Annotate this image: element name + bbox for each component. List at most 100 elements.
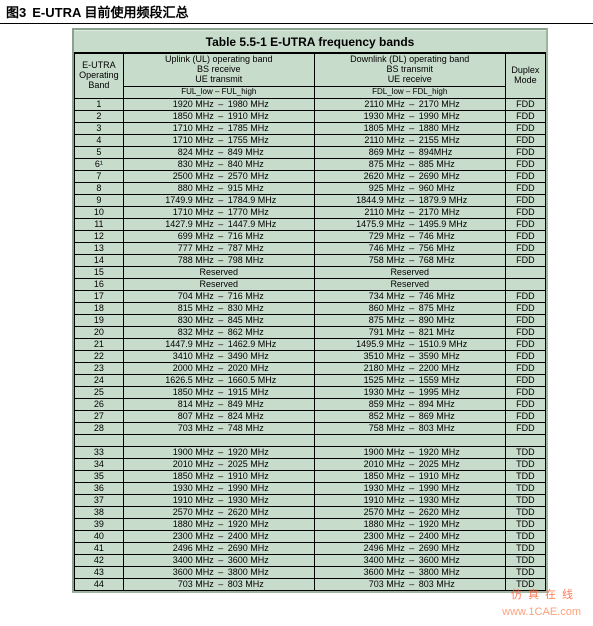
cell-mode: FDD <box>505 374 545 386</box>
table-row: 18815 MHz–830 MHz860 MHz–875 MHzFDD <box>75 302 546 314</box>
table-row: 12699 MHz–716 MHz729 MHz–746 MHzFDD <box>75 230 546 242</box>
cell-uplink: 703 MHz–748 MHz <box>123 422 314 434</box>
th-uplink: Uplink (UL) operating band BS receive UE… <box>123 54 314 87</box>
cell-downlink: 2010 MHz–2025 MHz <box>314 458 505 470</box>
table-row: 433600 MHz–3800 MHz3600 MHz–3800 MHzTDD <box>75 566 546 578</box>
cell-band: 3 <box>75 122 124 134</box>
table-row: 342010 MHz–2025 MHz2010 MHz–2025 MHzTDD <box>75 458 546 470</box>
cell-uplink: 830 MHz–845 MHz <box>123 314 314 326</box>
cell-mode: TDD <box>505 458 545 470</box>
cell-band: 10 <box>75 206 124 218</box>
cell-band: 41 <box>75 542 124 554</box>
cell-uplink: 3400 MHz–3600 MHz <box>123 554 314 566</box>
cell-band: 40 <box>75 530 124 542</box>
cell-uplink: 807 MHz–824 MHz <box>123 410 314 422</box>
cell-mode: FDD <box>505 362 545 374</box>
cell-dl-reserved: Reserved <box>314 278 505 290</box>
cell-uplink: 815 MHz–830 MHz <box>123 302 314 314</box>
cell-downlink: 1930 MHz–1990 MHz <box>314 110 505 122</box>
cell-downlink: 925 MHz–960 MHz <box>314 182 505 194</box>
cell-downlink: 1930 MHz–1995 MHz <box>314 386 505 398</box>
cell-downlink: 729 MHz–746 MHz <box>314 230 505 242</box>
cell-mode: FDD <box>505 314 545 326</box>
cell-band: 34 <box>75 458 124 470</box>
cell-uplink: 832 MHz–862 MHz <box>123 326 314 338</box>
cell-downlink: 869 MHz–894MHz <box>314 146 505 158</box>
cell-mode: TDD <box>505 506 545 518</box>
cell-mode: FDD <box>505 230 545 242</box>
cell-band: 4 <box>75 134 124 146</box>
cell-uplink: 1900 MHz–1920 MHz <box>123 446 314 458</box>
table-row: 28703 MHz–748 MHz758 MHz–803 MHzFDD <box>75 422 546 434</box>
table-row: 101710 MHz–1770 MHz2110 MHz–2170 MHzFDD <box>75 206 546 218</box>
table-row: 11920 MHz–1980 MHz2110 MHz–2170 MHzFDD <box>75 98 546 110</box>
cell-mode: FDD <box>505 350 545 362</box>
watermark-brand: 仿真在线 <box>511 586 579 602</box>
table-row: 6¹830 MHz–840 MHz875 MHz–885 MHzFDD <box>75 158 546 170</box>
cell-downlink: 1475.9 MHz–1495.9 MHz <box>314 218 505 230</box>
th-ul-sub: FUL_low – FUL_high <box>123 86 314 98</box>
table-row: 251850 MHz–1915 MHz1930 MHz–1995 MHzFDD <box>75 386 546 398</box>
cell-mode: TDD <box>505 566 545 578</box>
cell-uplink: 2010 MHz–2025 MHz <box>123 458 314 470</box>
table-row: 20832 MHz–862 MHz791 MHz–821 MHzFDD <box>75 326 546 338</box>
cell-mode: FDD <box>505 182 545 194</box>
table-row: 44703 MHz–803 MHz703 MHz–803 MHzTDD <box>75 578 546 590</box>
page-root: { "caption": { "label": "图3", "text": "E… <box>0 0 593 626</box>
cell-mode: FDD <box>505 110 545 122</box>
cell-band: 16 <box>75 278 124 290</box>
cell-band: 19 <box>75 314 124 326</box>
cell-band: 13 <box>75 242 124 254</box>
cell-downlink: 2180 MHz–2200 MHz <box>314 362 505 374</box>
table-row: 382570 MHz–2620 MHz2570 MHz–2620 MHzTDD <box>75 506 546 518</box>
cell-uplink: 1710 MHz–1785 MHz <box>123 122 314 134</box>
cell-downlink: 860 MHz–875 MHz <box>314 302 505 314</box>
cell-uplink: 1910 MHz–1930 MHz <box>123 494 314 506</box>
cell-downlink: 703 MHz–803 MHz <box>314 578 505 590</box>
cell-uplink: 1447.9 MHz–1462.9 MHz <box>123 338 314 350</box>
cell-ul-reserved: Reserved <box>123 266 314 278</box>
cell-band: 38 <box>75 506 124 518</box>
frequency-table-panel: Table 5.5-1 E-UTRA frequency bands E-UTR… <box>72 28 548 593</box>
figure-caption: 图3 E-UTRA 目前使用频段汇总 <box>0 0 593 24</box>
cell-downlink: 2620 MHz–2690 MHz <box>314 170 505 182</box>
cell-mode: FDD <box>505 302 545 314</box>
cell-downlink: 758 MHz–803 MHz <box>314 422 505 434</box>
cell-uplink: 1850 MHz–1910 MHz <box>123 110 314 122</box>
cell-band: 11 <box>75 218 124 230</box>
table-row: 402300 MHz–2400 MHz2300 MHz–2400 MHzTDD <box>75 530 546 542</box>
table-row: 21850 MHz–1910 MHz1930 MHz–1990 MHzFDD <box>75 110 546 122</box>
cell-mode: TDD <box>505 554 545 566</box>
table-row: 31710 MHz–1785 MHz1805 MHz–1880 MHzFDD <box>75 122 546 134</box>
cell-mode: FDD <box>505 422 545 434</box>
cell-band: 1 <box>75 98 124 110</box>
table-row: 351850 MHz–1910 MHz1850 MHz–1910 MHzTDD <box>75 470 546 482</box>
cell-uplink: 699 MHz–716 MHz <box>123 230 314 242</box>
cell-uplink: 1710 MHz–1770 MHz <box>123 206 314 218</box>
table-row: 111427.9 MHz–1447.9 MHz1475.9 MHz–1495.9… <box>75 218 546 230</box>
cell-band: 44 <box>75 578 124 590</box>
cell-band: 7 <box>75 170 124 182</box>
table-row: 41710 MHz–1755 MHz2110 MHz–2155 MHzFDD <box>75 134 546 146</box>
cell-downlink: 859 MHz–894 MHz <box>314 398 505 410</box>
cell-band: 42 <box>75 554 124 566</box>
th-mode: Duplex Mode <box>505 54 545 99</box>
cell-uplink: 824 MHz–849 MHz <box>123 146 314 158</box>
cell-band: 43 <box>75 566 124 578</box>
cell-mode: FDD <box>505 218 545 230</box>
cell-band: 5 <box>75 146 124 158</box>
cell-band: 17 <box>75 290 124 302</box>
cell-downlink: 758 MHz–768 MHz <box>314 254 505 266</box>
cell-uplink: 2496 MHz–2690 MHz <box>123 542 314 554</box>
cell-band: 2 <box>75 110 124 122</box>
cell-mode: FDD <box>505 122 545 134</box>
cell-downlink: 1844.9 MHz–1879.9 MHz <box>314 194 505 206</box>
th-dl-sub: FDL_low – FDL_high <box>314 86 505 98</box>
table-row: 412496 MHz–2690 MHz2496 MHz–2690 MHzTDD <box>75 542 546 554</box>
cell-mode: TDD <box>505 518 545 530</box>
cell-downlink: 852 MHz–869 MHz <box>314 410 505 422</box>
table-row: 91749.9 MHz–1784.9 MHz1844.9 MHz–1879.9 … <box>75 194 546 206</box>
cell-mode: FDD <box>505 290 545 302</box>
cell-uplink: 704 MHz–716 MHz <box>123 290 314 302</box>
cell-mode <box>505 266 545 278</box>
